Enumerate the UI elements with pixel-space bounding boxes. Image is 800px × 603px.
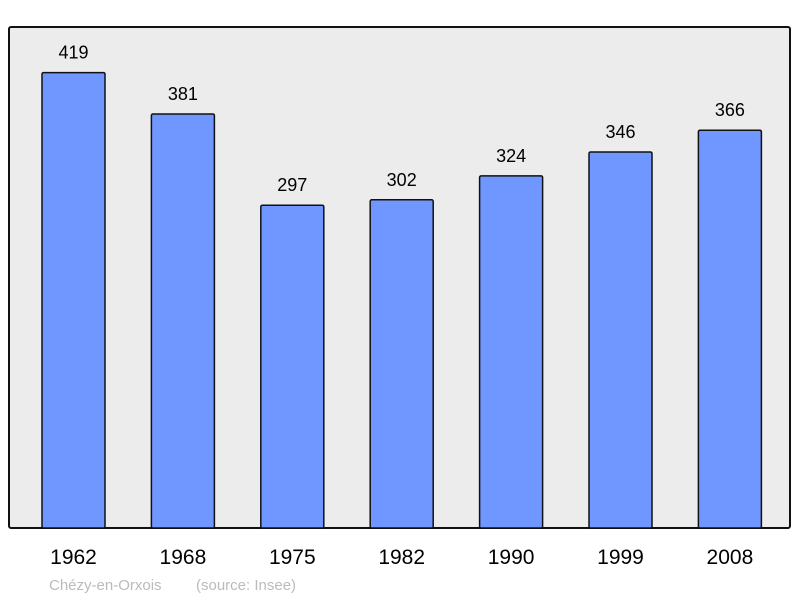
x-tick-label-1982: 1982 — [378, 546, 425, 569]
x-tick-label-1990: 1990 — [488, 546, 535, 569]
bar-1990 — [478, 175, 544, 529]
data-label-1999: 346 — [605, 122, 635, 142]
bar-1968 — [150, 113, 216, 529]
x-tick-label-1975: 1975 — [269, 546, 316, 569]
bar-1982 — [369, 199, 434, 529]
x-tick-label-2008: 2008 — [707, 546, 754, 569]
bar-2008 — [697, 129, 763, 529]
data-label-1982: 302 — [387, 170, 417, 190]
bar-1975 — [260, 204, 325, 529]
data-label-1975: 297 — [277, 175, 307, 195]
data-label-1968: 381 — [168, 84, 198, 104]
bar-1999 — [588, 151, 653, 529]
data-label-1990: 324 — [496, 146, 526, 166]
data-label-1962: 419 — [58, 43, 88, 63]
x-tick-label-1962: 1962 — [50, 546, 97, 569]
x-tick-label-1968: 1968 — [160, 546, 207, 569]
footer-place: Chézy-en-Orxois — [49, 577, 162, 594]
x-tick-label-1999: 1999 — [597, 546, 644, 569]
footer-source: (source: Insee) — [196, 577, 296, 594]
bar-1962 — [41, 71, 106, 529]
data-label-2008: 366 — [715, 100, 745, 120]
